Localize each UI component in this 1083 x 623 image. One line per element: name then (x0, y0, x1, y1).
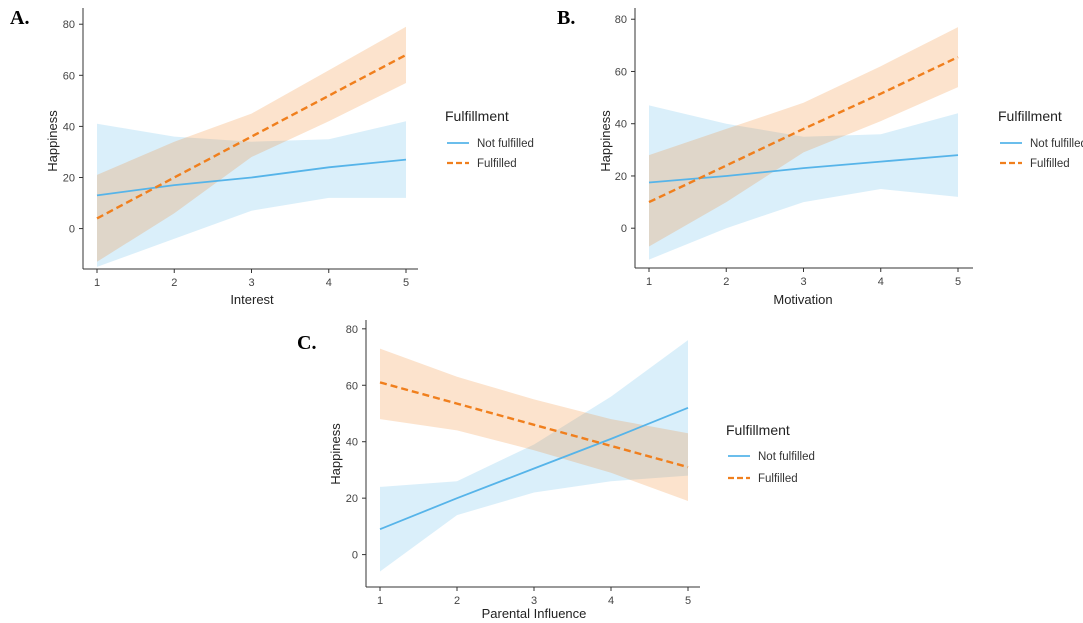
x-tick-label: 1 (377, 595, 383, 607)
x-tick-label: 5 (685, 595, 691, 607)
legend-label: Fulfilled (477, 158, 517, 170)
y-tick-label: 0 (621, 223, 627, 235)
x-tick-label: 5 (403, 277, 409, 289)
series-line-fulfilled (96, 53, 407, 220)
y-tick-label: 60 (615, 66, 627, 78)
x-tick-label: 4 (878, 276, 884, 288)
y-tick-label: 80 (615, 14, 627, 26)
y-tick-label: 20 (615, 171, 627, 183)
x-tick-label: 3 (531, 595, 537, 607)
legend-label: Not fulfilled (477, 138, 534, 150)
x-tick-label: 3 (800, 276, 806, 288)
legend-label: Not fulfilled (758, 451, 815, 463)
y-axis-title: Happiness (598, 110, 613, 172)
y-tick-label: 40 (63, 121, 75, 133)
chart-panel-2: B. 0 20 40 60 80 1 2 3 4 5 Motivation Happiness Fulfi… (557, 7, 1083, 307)
y-tick-label: 40 (615, 119, 627, 131)
legend-label: Fulfilled (1030, 158, 1070, 170)
confidence-band-not-fulfilled (649, 105, 958, 260)
legend-title: Fulfillment (998, 108, 1062, 124)
legend-title: Fulfillment (726, 422, 790, 438)
legend: Fulfillment Not fulfilled Fulfilled (998, 108, 1083, 170)
legend: Fulfillment Not fulfilled Fulfilled (445, 108, 534, 170)
confidence-band-not-fulfilled (380, 340, 688, 572)
x-tick-label: 1 (94, 277, 100, 289)
y-tick-label: 0 (69, 224, 75, 236)
x-tick-label: 4 (608, 595, 614, 607)
y-tick-label: 0 (352, 550, 358, 562)
series-line-not-fulfilled (96, 158, 407, 197)
x-tick-label: 2 (723, 276, 729, 288)
panel-letter: C. (297, 332, 316, 354)
confidence-band-fulfilled (97, 26, 406, 262)
chart-panel-1: A. 0 20 40 60 80 1 2 3 4 5 Interest Happiness Fulfill… (10, 7, 534, 307)
y-tick-label: 60 (63, 70, 75, 82)
x-tick-label: 2 (454, 595, 460, 607)
legend-label: Not fulfilled (1030, 138, 1083, 150)
legend-label: Fulfilled (758, 473, 798, 485)
x-axis-title: Motivation (773, 292, 832, 307)
y-axis-title: Happiness (328, 423, 343, 485)
y-tick-label: 80 (63, 19, 75, 31)
y-tick-label: 80 (346, 324, 358, 336)
legend: Fulfillment Not fulfilled Fulfilled (726, 422, 815, 485)
y-tick-label: 20 (346, 493, 358, 505)
x-tick-label: 1 (646, 276, 652, 288)
x-axis-title: Interest (230, 292, 274, 307)
series-line-not-fulfilled (379, 406, 689, 531)
series-line-fulfilled (379, 381, 689, 469)
panel-letter: A. (10, 7, 29, 29)
y-tick-label: 20 (63, 172, 75, 184)
confidence-band-not-fulfilled (97, 121, 406, 267)
series-line-fulfilled (648, 56, 959, 204)
legend-title: Fulfillment (445, 108, 509, 124)
x-tick-label: 3 (248, 277, 254, 289)
confidence-band-fulfilled (649, 27, 958, 247)
x-tick-label: 2 (171, 277, 177, 289)
x-axis-title: Parental Influence (482, 606, 587, 621)
x-tick-label: 5 (955, 276, 961, 288)
x-tick-label: 4 (326, 277, 332, 289)
panel-letter: B. (557, 7, 575, 29)
y-axis-title: Happiness (45, 110, 60, 172)
y-tick-label: 40 (346, 437, 358, 449)
y-tick-label: 60 (346, 380, 358, 392)
chart-panel-3: C. 0 20 40 60 80 1 2 3 4 5 Parental Influence Happin… (297, 320, 815, 621)
